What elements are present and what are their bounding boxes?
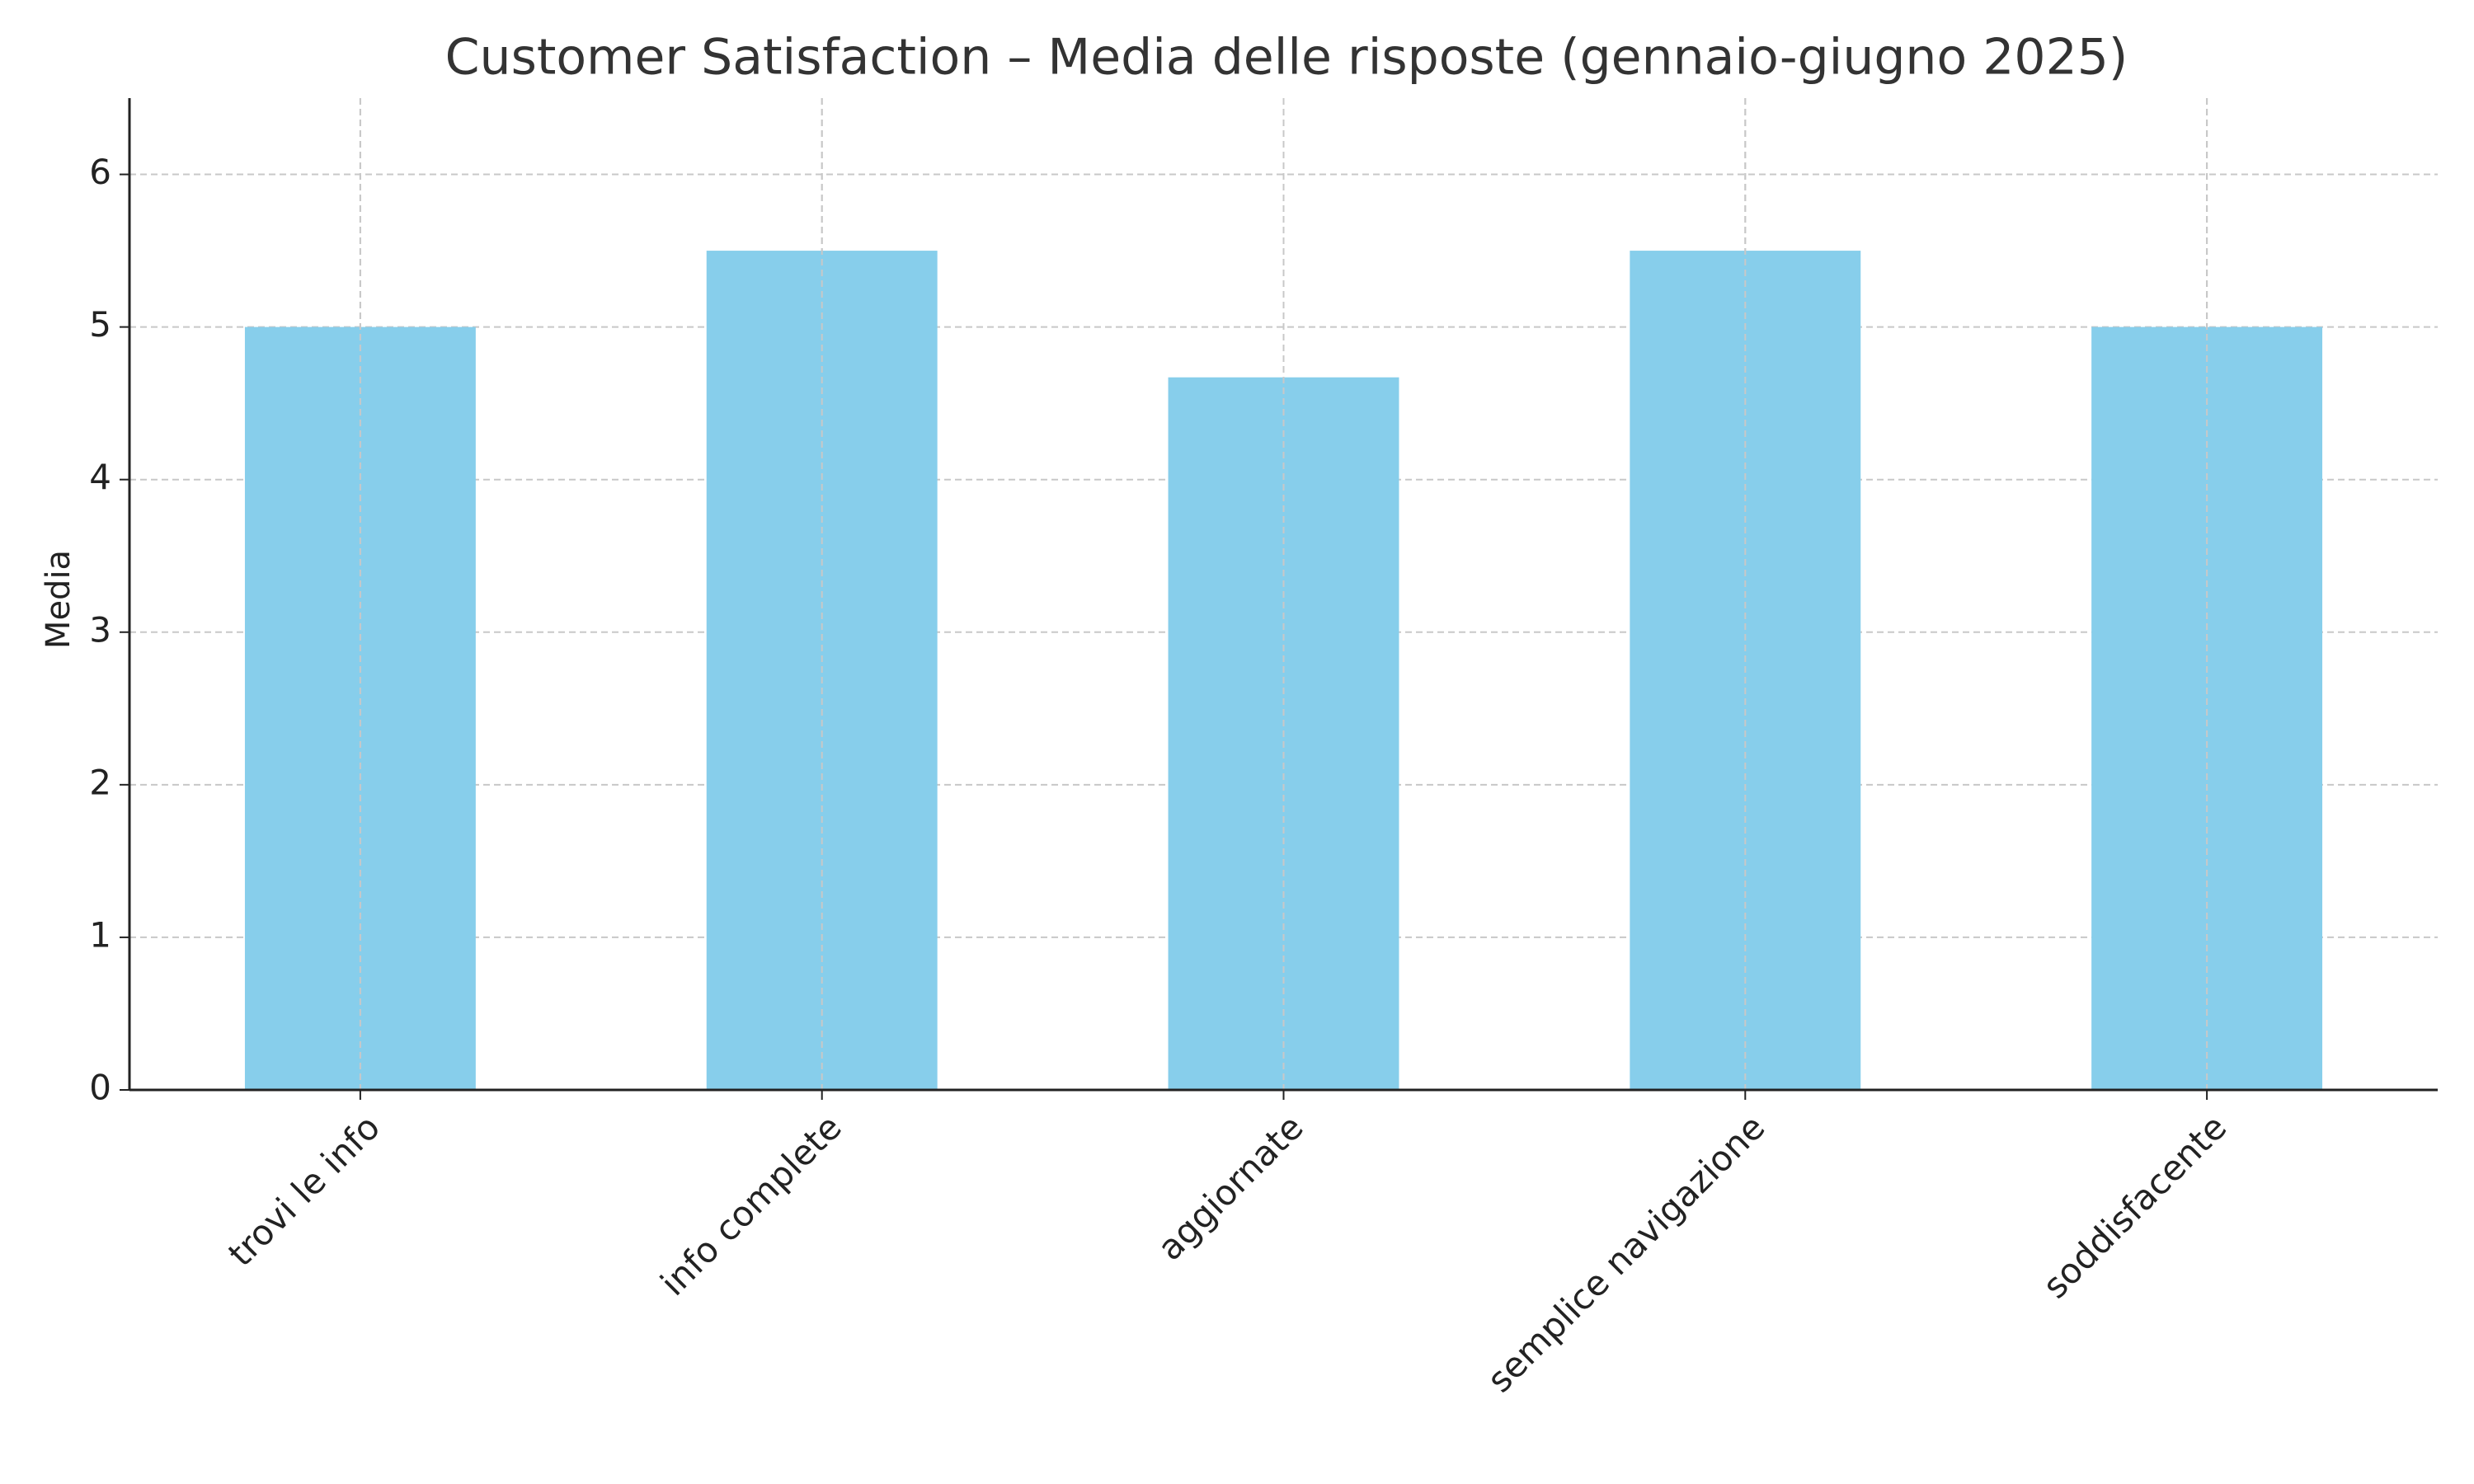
y-tick-label: 0 bbox=[89, 1068, 111, 1108]
x-tick-label: trovi le info bbox=[220, 1107, 388, 1275]
y-axis-label: Media bbox=[40, 550, 78, 649]
x-tick-label: semplice navigazione bbox=[1479, 1107, 1773, 1401]
y-tick-label: 1 bbox=[89, 914, 111, 955]
y-tick-label: 3 bbox=[89, 609, 111, 650]
chart-title: Customer Satisfaction – Media delle risp… bbox=[445, 29, 2128, 87]
y-tick-label: 2 bbox=[89, 762, 111, 802]
y-tick-label: 6 bbox=[89, 152, 111, 192]
x-tick-label: info complete bbox=[652, 1107, 849, 1304]
y-tick-label: 4 bbox=[89, 457, 111, 497]
x-tick-label: aggiornate bbox=[1150, 1107, 1311, 1269]
x-tick-label: soddisfacente bbox=[2035, 1107, 2235, 1307]
y-tick-label: 5 bbox=[89, 304, 111, 345]
